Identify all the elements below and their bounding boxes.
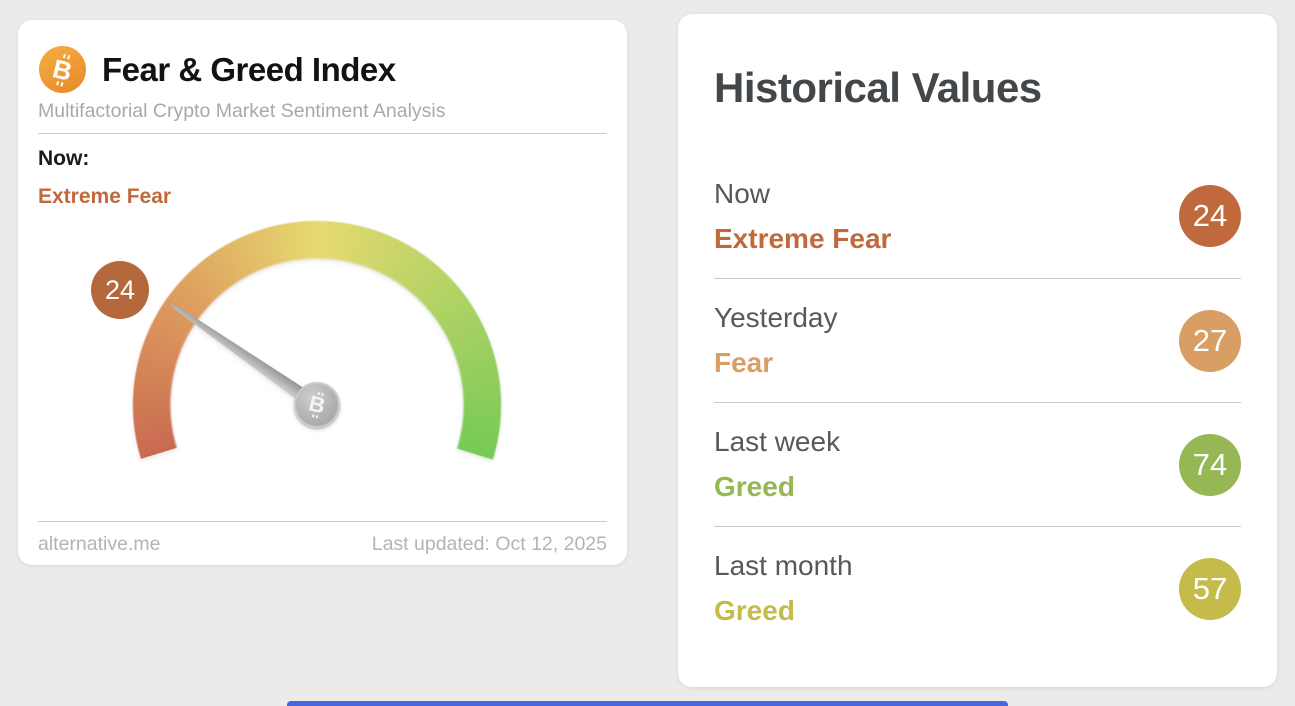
divider <box>38 521 607 522</box>
brand-link[interactable]: alternative.me <box>38 533 161 555</box>
row-value-badge: 57 <box>1179 557 1241 620</box>
bitcoin-icon: B <box>39 46 86 93</box>
last-updated-text: Last updated: Oct 12, 2025 <box>371 533 607 555</box>
now-label: Now: <box>38 147 90 170</box>
bottom-partial-element <box>287 701 1008 706</box>
row-value-badge: 74 <box>1179 433 1241 496</box>
row-label: Last week <box>714 426 841 457</box>
row-classification: Extreme Fear <box>714 222 892 254</box>
row-classification: Greed <box>714 471 795 502</box>
card-title: Fear & Greed Index <box>102 51 396 88</box>
now-classification: Extreme Fear <box>38 185 172 208</box>
sentiment-gauge: B <box>132 220 502 590</box>
card-subtitle: Multifactorial Crypto Market Sentiment A… <box>38 100 446 122</box>
divider <box>38 133 607 134</box>
row-classification: Fear <box>714 347 774 378</box>
bitcoin-coin-icon: B <box>294 382 340 428</box>
row-classification: Greed <box>714 595 795 626</box>
historical-values-card: Historical Values Now Extreme Fear 24 Ye… <box>678 14 1277 687</box>
historical-rows: Now Extreme Fear 24 Yesterday Fear 27 La… <box>714 154 1241 650</box>
gauge-value-badge: 24 <box>91 261 149 319</box>
table-row-now: Now Extreme Fear 24 <box>714 154 1241 278</box>
table-row-last-week: Last week Greed 74 <box>714 402 1241 526</box>
card-footer: alternative.me Last updated: Oct 12, 202… <box>38 533 607 556</box>
table-row-yesterday: Yesterday Fear 27 <box>714 278 1241 402</box>
row-label: Last month <box>714 550 853 581</box>
row-label: Now <box>714 177 771 209</box>
row-label: Yesterday <box>714 302 838 333</box>
historical-values-title: Historical Values <box>714 64 1042 111</box>
table-row-last-month: Last month Greed 57 <box>714 526 1241 650</box>
row-value-badge: 24 <box>1179 185 1241 247</box>
row-value-badge: 27 <box>1179 309 1241 372</box>
fear-greed-index-card: B Fear & Greed Index Multifactorial Cryp… <box>18 20 627 590</box>
